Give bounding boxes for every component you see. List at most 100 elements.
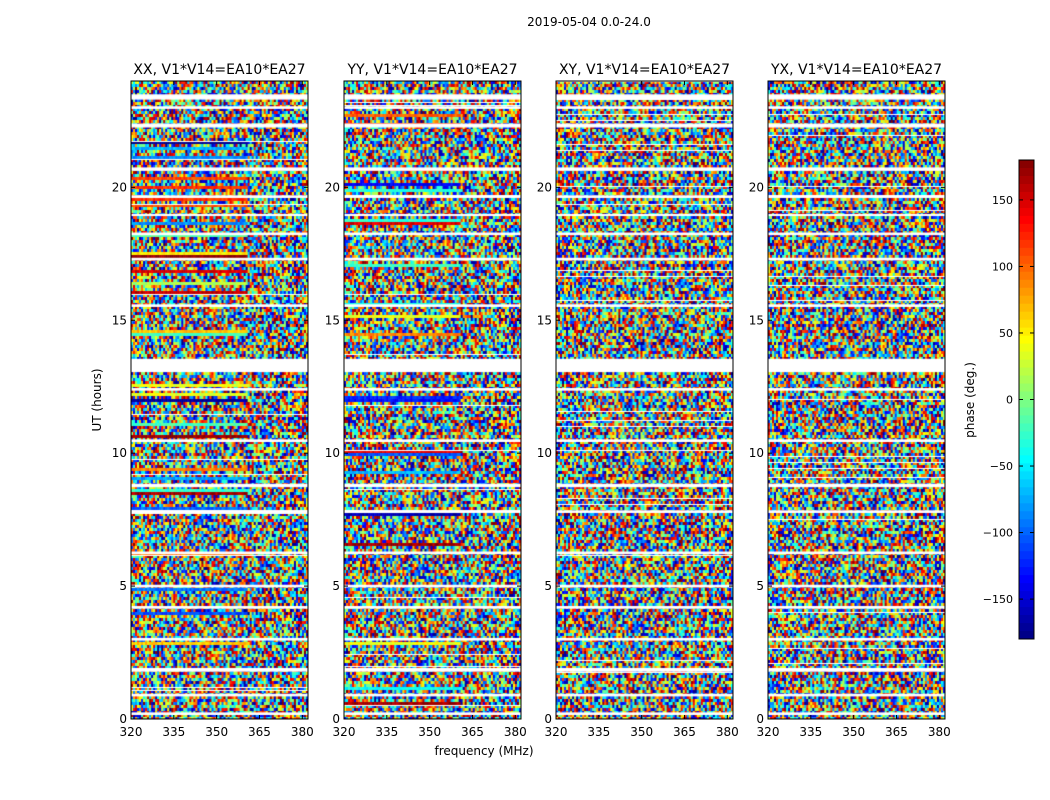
x-tick-label: 320 [757,725,780,739]
axes-frame [343,80,522,720]
x-tick-label: 320 [545,725,568,739]
colorbar-segment [1019,383,1034,393]
colorbar-segment [1019,175,1034,185]
colorbar-segment [1019,223,1034,233]
colorbar-tick-label: −100 [983,527,1013,540]
y-tick-label: 5 [756,579,764,593]
x-tick-label: 350 [842,725,865,739]
colorbar-segment [1019,543,1034,552]
colorbar-segment [1019,207,1034,217]
colorbar-segment [1019,199,1034,209]
x-tick-label: 335 [799,725,822,739]
x-tick-label: 380 [291,725,314,739]
colorbar-segment [1019,407,1034,416]
heatmap-image [556,81,733,719]
colorbar-tick-label: 100 [992,260,1013,273]
x-tick-label: 365 [248,725,271,739]
colorbar-segment [1019,399,1034,408]
x-tick-label: 350 [205,725,228,739]
y-axis-label: UT (hours) [90,368,104,431]
colorbar-segment [1019,479,1034,488]
colorbar-segment [1019,335,1034,345]
colorbar-segment [1019,423,1034,432]
colorbar-segment [1019,503,1034,512]
colorbar-segment [1019,263,1034,273]
colorbar-segment [1019,375,1034,385]
colorbar-segment [1019,351,1034,361]
colorbar-tick-label: −150 [983,593,1013,606]
colorbar-segment [1019,551,1034,560]
colorbar-segment [1019,463,1034,472]
y-tick-label: 0 [756,712,764,726]
colorbar-segment [1019,239,1034,249]
x-tick-label: 365 [461,725,484,739]
colorbar-segment [1019,183,1034,193]
colorbar-segment [1019,255,1034,265]
y-tick-label: 20 [537,180,552,194]
colorbar-segment [1019,287,1034,297]
colorbar-segment [1019,247,1034,257]
x-tick-label: 350 [418,725,441,739]
y-tick-label: 10 [537,446,552,460]
colorbar-segment [1019,559,1034,568]
y-tick-label: 10 [112,446,127,460]
heatmap-panel: XX, V1*V14=EA10*EA27 320 335 350 365 380 0 5 10 1… [112,62,314,739]
colorbar-segment [1019,591,1034,600]
colorbar-tick-label: −50 [990,460,1013,473]
colorbar-segment [1019,367,1034,377]
colorbar-segment [1019,599,1034,608]
axes-frame [555,80,734,720]
colorbar-segment [1019,575,1034,584]
colorbar-segment [1019,231,1034,241]
colorbar-segment [1019,615,1034,624]
colorbar-segment [1019,303,1034,313]
colorbar-segment [1019,535,1034,544]
axes-frame [130,80,309,720]
y-tick-label: 20 [749,180,764,194]
x-tick-label: 335 [587,725,610,739]
panels: XX, V1*V14=EA10*EA27 320 335 350 365 380 0 5 10 1… [112,62,951,739]
axes-frame [767,80,946,720]
y-tick-label: 0 [119,712,127,726]
colorbar-segment [1019,527,1034,536]
x-tick-label: 320 [333,725,356,739]
panel-title: XY, V1*V14=EA10*EA27 [559,62,730,78]
colorbar-segment [1019,583,1034,592]
heatmap-panel: YY, V1*V14=EA10*EA27 320 335 350 365 380 0 5 10 1… [325,62,527,739]
x-tick-label: 320 [120,725,143,739]
y-tick-label: 5 [332,579,340,593]
colorbar-segment [1019,567,1034,576]
colorbar-segment [1019,295,1034,305]
x-tick-label: 365 [885,725,908,739]
suptitle: 2019-05-04 0.0-24.0 [527,15,651,29]
colorbar-segment [1019,439,1034,448]
colorbar-segment [1019,471,1034,480]
colorbar-segment [1019,279,1034,289]
colorbar-segment [1019,167,1034,177]
colorbar: 150 100 50 0 −50 −100 −150 [983,159,1035,640]
y-tick-label: 0 [332,712,340,726]
y-tick-label: 15 [537,313,552,327]
colorbar-segment [1019,191,1034,201]
colorbar-tick-label: 0 [1006,394,1013,407]
colorbar-tick-label: 150 [992,194,1013,207]
colorbar-segment [1019,495,1034,504]
x-tick-label: 335 [162,725,185,739]
colorbar-segment [1019,431,1034,440]
x-axis-label: frequency (MHz) [434,744,533,758]
colorbar-segment [1019,623,1034,632]
colorbar-segment [1019,327,1034,337]
colorbar-segment [1019,511,1034,520]
x-tick-label: 335 [375,725,398,739]
colorbar-segment [1019,607,1034,616]
y-tick-label: 10 [749,446,764,460]
colorbar-segment [1019,271,1034,281]
panel-title: YY, V1*V14=EA10*EA27 [346,62,517,78]
x-tick-label: 380 [504,725,527,739]
y-tick-label: 5 [119,579,127,593]
colorbar-segment [1019,215,1034,225]
heatmap-panel: XY, V1*V14=EA10*EA27 320 335 350 365 380 0 5 10 1… [537,62,739,739]
colorbar-segment [1019,311,1034,321]
x-tick-label: 380 [928,725,951,739]
